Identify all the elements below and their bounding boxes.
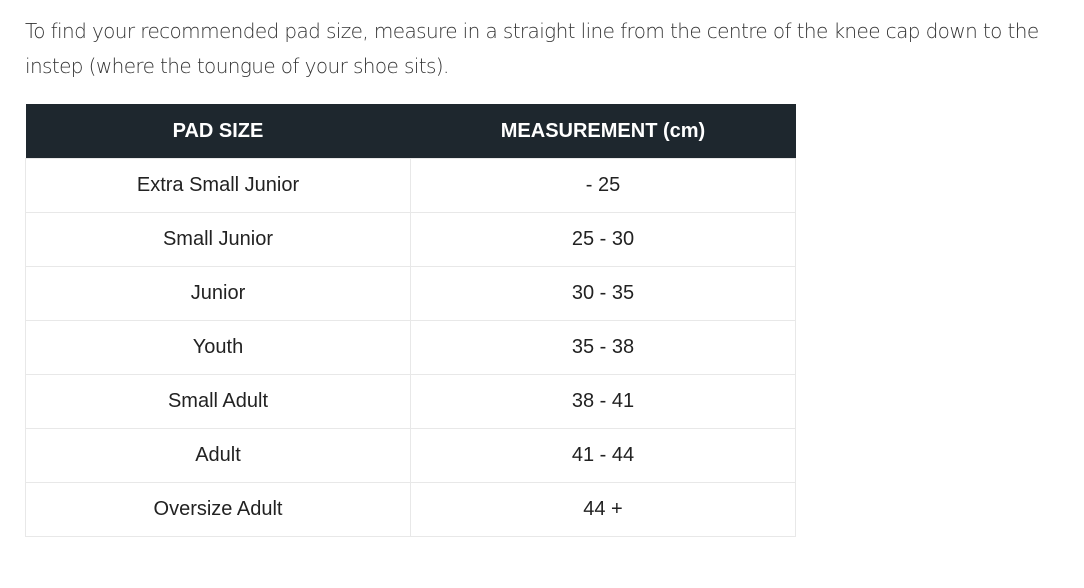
measurement-cell: 41 - 44 xyxy=(410,428,796,483)
table-row: Youth 35 - 38 xyxy=(25,320,796,375)
measurement-cell: 38 - 41 xyxy=(410,374,796,429)
pad-size-cell: Small Junior xyxy=(25,212,411,267)
table-row: Adult 41 - 44 xyxy=(25,428,796,483)
measurement-cell: 35 - 38 xyxy=(410,320,796,375)
pad-size-cell: Junior xyxy=(25,266,411,321)
measurement-cell: - 25 xyxy=(410,158,796,213)
table-header-row: PAD SIZE MEASUREMENT (cm) xyxy=(25,104,796,159)
table-row: Small Adult 38 - 41 xyxy=(25,374,796,429)
size-chart-table: PAD SIZE MEASUREMENT (cm) Extra Small Ju… xyxy=(25,104,796,537)
pad-size-cell: Adult xyxy=(25,428,411,483)
intro-text: To find your recommended pad size, measu… xyxy=(25,19,1039,78)
table-row: Extra Small Junior - 25 xyxy=(25,158,796,213)
measurement-cell: 25 - 30 xyxy=(410,212,796,267)
table-row: Junior 30 - 35 xyxy=(25,266,796,321)
pad-size-cell: Extra Small Junior xyxy=(25,158,411,213)
header-pad-size: PAD SIZE xyxy=(25,104,411,159)
measurement-cell: 44 + xyxy=(410,482,796,537)
table-row: Small Junior 25 - 30 xyxy=(25,212,796,267)
pad-size-cell: Oversize Adult xyxy=(25,482,411,537)
table-row: Oversize Adult 44 + xyxy=(25,482,796,537)
pad-size-cell: Youth xyxy=(25,320,411,375)
measurement-cell: 30 - 35 xyxy=(410,266,796,321)
header-measurement: MEASUREMENT (cm) xyxy=(410,104,796,159)
pad-size-cell: Small Adult xyxy=(25,374,411,429)
